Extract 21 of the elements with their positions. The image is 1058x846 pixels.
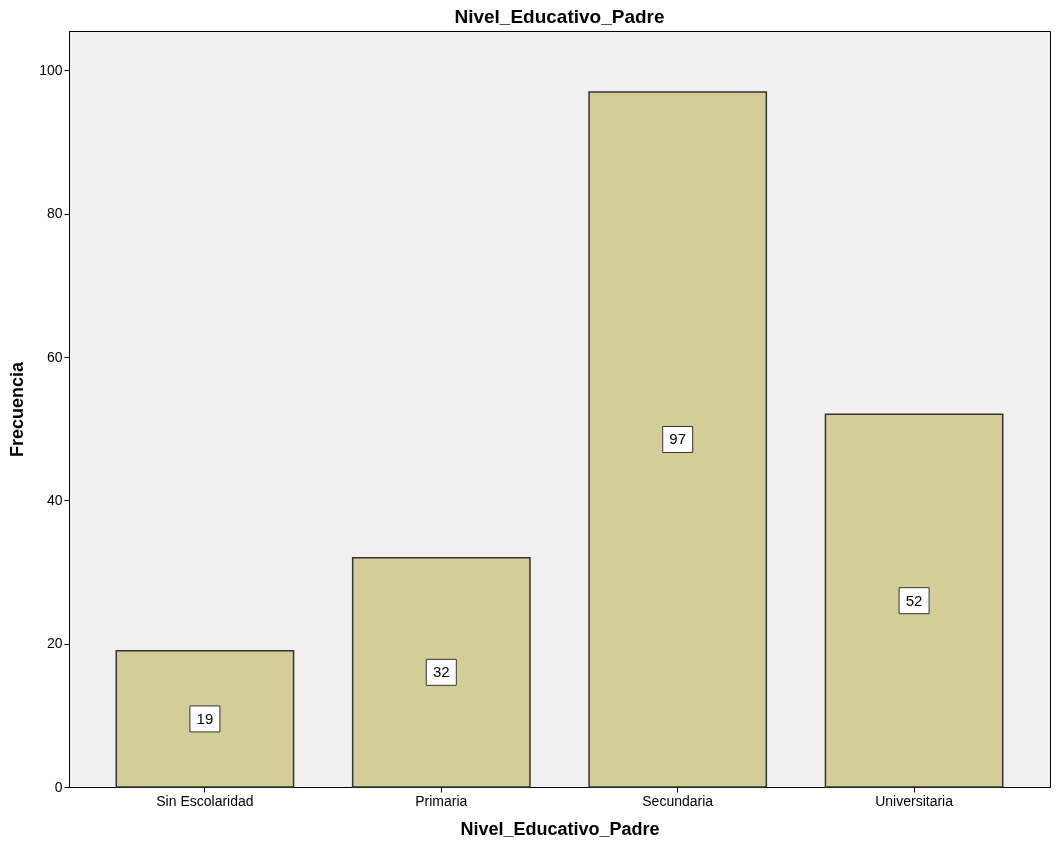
x-axis-title: Nivel_Educativo_Padre	[460, 818, 660, 839]
bar	[351, 556, 531, 788]
y-tick-label: 80	[46, 205, 63, 222]
y-tick-label: 100	[39, 61, 63, 78]
data-label: 97	[669, 430, 687, 448]
bar	[824, 413, 1004, 788]
y-tick-label: 60	[46, 348, 63, 365]
x-tick-label: Sin Escolaridad	[156, 792, 254, 809]
y-tick-label: 0	[54, 778, 63, 795]
x-tick-label: Universitaria	[875, 792, 954, 809]
y-tick-label: 20	[46, 635, 63, 652]
x-tick-label: Secundaria	[642, 792, 714, 809]
chart-title: Nivel_Educativo_Padre	[454, 6, 665, 27]
x-tick-label: Primaria	[415, 792, 468, 809]
data-label: 19	[196, 709, 214, 727]
bar	[588, 91, 768, 788]
y-tick-label: 40	[46, 491, 63, 508]
data-label: 52	[905, 591, 923, 609]
data-label: 32	[432, 663, 450, 681]
y-axis-title: Frecuencia	[7, 360, 28, 458]
bar	[115, 650, 295, 788]
